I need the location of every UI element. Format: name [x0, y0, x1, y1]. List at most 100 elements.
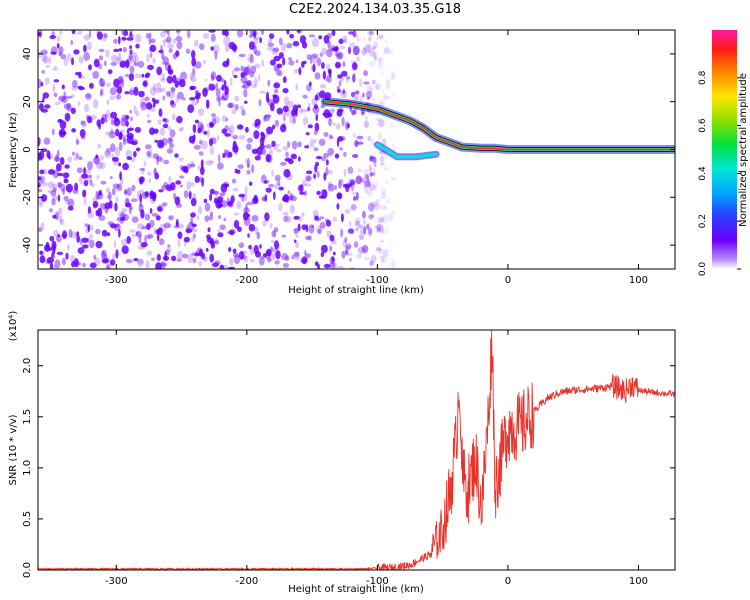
spectrum-noise-dot	[224, 85, 229, 96]
colorbar-tick-label: 0.8	[698, 70, 708, 85]
snr-ylabel: SNR (10 * v/v)	[8, 414, 19, 485]
spectrum-noise-dot	[128, 89, 135, 96]
spectrum-noise-dot	[375, 246, 382, 252]
spectrum-noise-dot	[191, 228, 199, 233]
spectrum-noise-dot	[38, 188, 43, 193]
spectrum-noise-dot	[224, 88, 227, 97]
spectrum-noise-dot	[93, 254, 97, 260]
spectrum-noise-dot	[242, 80, 250, 89]
spectrum-noise-dot	[144, 191, 149, 198]
spectrum-noise-dot	[50, 51, 57, 55]
spectrum-noise-dot	[243, 88, 248, 98]
spectrum-noise-dot	[118, 141, 123, 151]
spectrum-noise-dot	[222, 264, 229, 269]
spectrum-noise-dot	[169, 129, 176, 138]
spectrum-noise-dot	[256, 231, 261, 240]
spectrum-noise-dot	[271, 140, 276, 147]
spectrum-noise-dot	[368, 156, 376, 162]
spectrum-noise-dot	[316, 92, 321, 101]
spectrum-noise-dot	[90, 183, 95, 188]
spectrum-noise-dot	[58, 95, 65, 102]
spectrum-noise-dot	[375, 220, 382, 224]
spectrum-noise-dot	[364, 174, 368, 181]
spectrum-noise-dot	[221, 115, 227, 122]
spectrum-noise-dot	[229, 77, 233, 87]
spectrum-noise-dot	[230, 131, 233, 138]
spectrum-noise-dot	[253, 130, 260, 140]
spectrum-noise-dot	[281, 234, 287, 238]
spectrum-noise-dot	[367, 135, 372, 142]
spectrum-noise-dot	[380, 239, 384, 244]
spectrum-noise-dot	[175, 96, 180, 103]
spectrum-noise-dot	[268, 183, 274, 188]
spectrum-noise-dot	[59, 120, 67, 130]
spectrum-noise-dot	[294, 251, 301, 261]
spectrum-noise-dot	[79, 129, 86, 138]
spectrum-noise-dot	[259, 244, 262, 249]
spectrum-noise-dot	[108, 191, 112, 201]
spectrum-noise-dot	[342, 88, 346, 94]
spectrum-noise-dot	[238, 250, 245, 260]
spectrum-noise-dot	[223, 217, 227, 222]
spectrum-noise-dot	[285, 151, 289, 158]
spectrum-noise-dot	[286, 100, 294, 109]
spectrum-noise-dot	[104, 253, 108, 263]
spectrum-noise-dot	[164, 30, 169, 33]
spectrum-noise-dot	[246, 213, 251, 218]
spectrum-noise-dot	[233, 212, 240, 216]
spectrum-noise-dot	[143, 160, 147, 167]
spectrum-noise-dot	[363, 120, 369, 129]
spectrum-noise-dot	[43, 137, 51, 145]
spectrum-noise-dot	[366, 174, 369, 183]
spectrum-noise-dot	[336, 191, 342, 200]
snr-xtick-label: -100	[366, 576, 389, 587]
spectrum-noise-dot	[274, 240, 279, 250]
spectrum-noise-dot	[326, 230, 332, 238]
spectrum-noise-dot	[194, 61, 202, 69]
spectrum-noise-dot	[283, 115, 286, 122]
spectrum-noise-dot	[278, 203, 283, 212]
spectrum-noise-dot	[117, 52, 122, 61]
spectrum-noise-dot	[291, 195, 297, 202]
spectrum-noise-dot	[179, 223, 185, 229]
spectrum-noise-dot	[363, 256, 370, 261]
spectrum-noise-dot	[41, 182, 49, 187]
spectrum-noise-dot	[147, 64, 154, 70]
spectrum-noise-dot	[125, 202, 132, 208]
spectrum-noise-dot	[176, 258, 182, 262]
spectrum-noise-dot	[65, 200, 70, 205]
spectrum-noise-dot	[44, 244, 51, 252]
spectrum-noise-dot	[145, 102, 153, 110]
spectrum-noise-dot	[101, 113, 107, 121]
spectrum-noise-dot	[342, 90, 345, 95]
spectrum-noise-dot	[48, 169, 55, 175]
snr-xtick-label: 0	[505, 576, 511, 587]
spectrum-noise-dot	[139, 97, 147, 107]
spectrum-noise-dot	[312, 105, 320, 114]
spectrum-noise-dot	[166, 148, 174, 154]
spectrum-noise-dot	[278, 186, 284, 191]
spectrum-noise-dot	[167, 223, 172, 229]
spectrum-noise-dot	[161, 52, 165, 60]
spectrum-noise-dot	[95, 240, 103, 249]
spectrum-noise-dot	[274, 67, 281, 76]
spectrum-noise-dot	[82, 189, 87, 198]
spectrum-noise-dot	[319, 216, 325, 220]
spectrum-noise-dot	[83, 179, 89, 187]
spectrum-noise-dot	[369, 184, 376, 191]
spectrum-noise-dot	[128, 53, 133, 61]
snr-frame	[37, 329, 676, 571]
spectrum-noise-dot	[275, 143, 280, 148]
spectrum-noise-dot	[135, 231, 139, 236]
spectrum-noise-dot	[379, 162, 385, 166]
spectrum-noise-dot	[377, 57, 384, 63]
spectrum-noise-dot	[284, 157, 292, 162]
spectrum-noise-dot	[236, 169, 241, 174]
spectrum-noise-dot	[134, 126, 141, 133]
spectrum-noise-dot	[251, 215, 259, 222]
spectrum-noise-dot	[302, 94, 308, 99]
spectrum-noise-dot	[38, 31, 42, 37]
spectrum-noise-dot	[276, 149, 282, 153]
spectrum-noise-dot	[348, 183, 353, 187]
spectrum-noise-dot	[188, 190, 192, 200]
